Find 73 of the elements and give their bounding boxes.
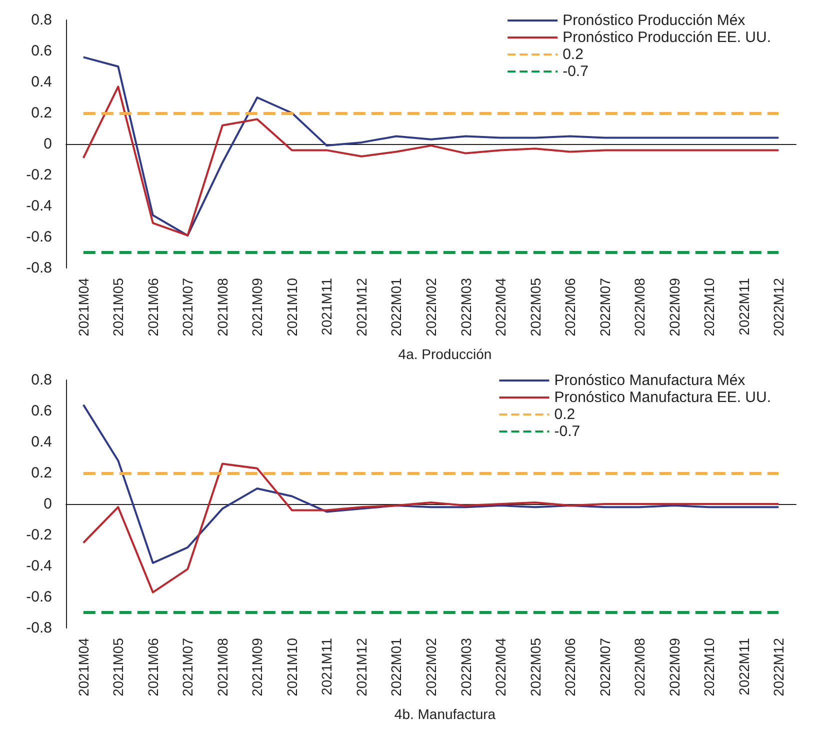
y-tick-label: 0.2 bbox=[31, 104, 52, 122]
x-tick-label: 2021M11 bbox=[318, 638, 335, 696]
x-tick-label: 2022M03 bbox=[458, 638, 474, 696]
y-tick-label: -0.2 bbox=[26, 166, 52, 184]
x-tick-label: 2022M12 bbox=[770, 638, 787, 696]
y-tick-label: 0.8 bbox=[31, 12, 52, 28]
x-tick-label: 2021M06 bbox=[144, 638, 161, 696]
x-tick-label: 2022M11 bbox=[736, 278, 752, 336]
x-tick-label: 2021M09 bbox=[249, 278, 266, 336]
y-tick-label: 0.8 bbox=[31, 372, 52, 388]
x-tick-label: 2021M09 bbox=[249, 638, 266, 696]
x-tick-label: 2022M10 bbox=[701, 638, 718, 696]
y-tick-label: 0.2 bbox=[31, 464, 52, 482]
x-tick-label: 2022M04 bbox=[492, 278, 509, 336]
y-tick-label: -0.8 bbox=[26, 620, 52, 636]
y-tick-label: -0.2 bbox=[26, 526, 52, 544]
x-tick-label: 2022M09 bbox=[666, 638, 682, 696]
line-series bbox=[82, 404, 780, 564]
x-tick-label: 2022M02 bbox=[423, 638, 439, 696]
legend-label: Pronóstico Producción EE. UU. bbox=[562, 29, 772, 46]
x-tick-label: 2022M05 bbox=[527, 638, 544, 696]
x-tick-label: 2021M07 bbox=[180, 278, 196, 336]
y-tick-label: 0.4 bbox=[31, 74, 52, 90]
x-tick-label: 2021M06 bbox=[144, 278, 161, 336]
y-tick-label: 0.4 bbox=[31, 434, 52, 450]
x-tick-label: 2021M04 bbox=[75, 638, 92, 696]
legend-label: Pronóstico Manufactura EE. UU. bbox=[554, 389, 772, 406]
x-tick-label: 2022M09 bbox=[666, 278, 682, 336]
y-tick-label: 0 bbox=[44, 496, 52, 512]
x-tick-label: 2021M12 bbox=[353, 638, 370, 696]
x-tick-label: 2021M11 bbox=[318, 278, 335, 336]
x-tick-label: 2021M05 bbox=[110, 638, 126, 696]
x-tick-label: 2021M07 bbox=[180, 638, 196, 696]
x-axis-title: 4b. Manufactura bbox=[394, 706, 496, 722]
legend-label: 0.2 bbox=[562, 46, 584, 63]
legend-label: -0.7 bbox=[562, 63, 588, 80]
y-tick-label: 0.6 bbox=[31, 402, 52, 420]
legend-label: -0.7 bbox=[554, 423, 580, 440]
x-tick-label: 2022M02 bbox=[423, 278, 439, 336]
x-tick-label: 2022M08 bbox=[632, 278, 648, 336]
x-tick-label: 2022M11 bbox=[736, 638, 752, 696]
x-tick-label: 2021M10 bbox=[284, 278, 300, 336]
y-tick-label: 0 bbox=[44, 136, 52, 152]
y-tick-label: -0.8 bbox=[26, 260, 52, 276]
y-tick-label: -0.6 bbox=[26, 228, 52, 246]
legend-label: Pronóstico Producción Méx bbox=[562, 12, 746, 29]
x-tick-label: 2022M10 bbox=[701, 278, 718, 336]
legend-label: Pronóstico Manufactura Méx bbox=[554, 372, 746, 389]
x-tick-label: 2021M04 bbox=[75, 278, 92, 336]
x-tick-label: 2022M01 bbox=[388, 638, 404, 696]
x-tick-label: 2021M08 bbox=[214, 278, 230, 336]
x-tick-label: 2021M08 bbox=[214, 638, 230, 696]
y-tick-label: -0.6 bbox=[26, 588, 52, 606]
x-tick-label: 2022M07 bbox=[596, 638, 613, 696]
x-tick-label: 2022M01 bbox=[388, 278, 404, 336]
x-tick-label: 2021M05 bbox=[110, 278, 126, 336]
legend-label: 0.2 bbox=[554, 406, 576, 423]
x-tick-label: 2022M05 bbox=[527, 278, 544, 336]
y-tick-label: -0.4 bbox=[26, 198, 52, 214]
x-tick-label: 2022M06 bbox=[562, 638, 578, 696]
y-tick-label: -0.4 bbox=[26, 558, 52, 574]
x-tick-label: 2022M06 bbox=[562, 278, 578, 336]
x-tick-label: 2022M08 bbox=[632, 638, 648, 696]
x-tick-label: 2021M12 bbox=[353, 278, 370, 336]
line-series bbox=[82, 86, 780, 236]
x-tick-label: 2022M03 bbox=[458, 278, 474, 336]
x-tick-label: 2022M12 bbox=[770, 278, 787, 336]
y-tick-label: 0.6 bbox=[31, 42, 52, 60]
x-tick-label: 2022M07 bbox=[596, 278, 613, 336]
line-series bbox=[82, 462, 780, 594]
x-axis-title: 4a. Producción bbox=[398, 346, 492, 362]
x-tick-label: 2021M10 bbox=[284, 638, 300, 696]
x-tick-label: 2022M04 bbox=[492, 638, 509, 696]
